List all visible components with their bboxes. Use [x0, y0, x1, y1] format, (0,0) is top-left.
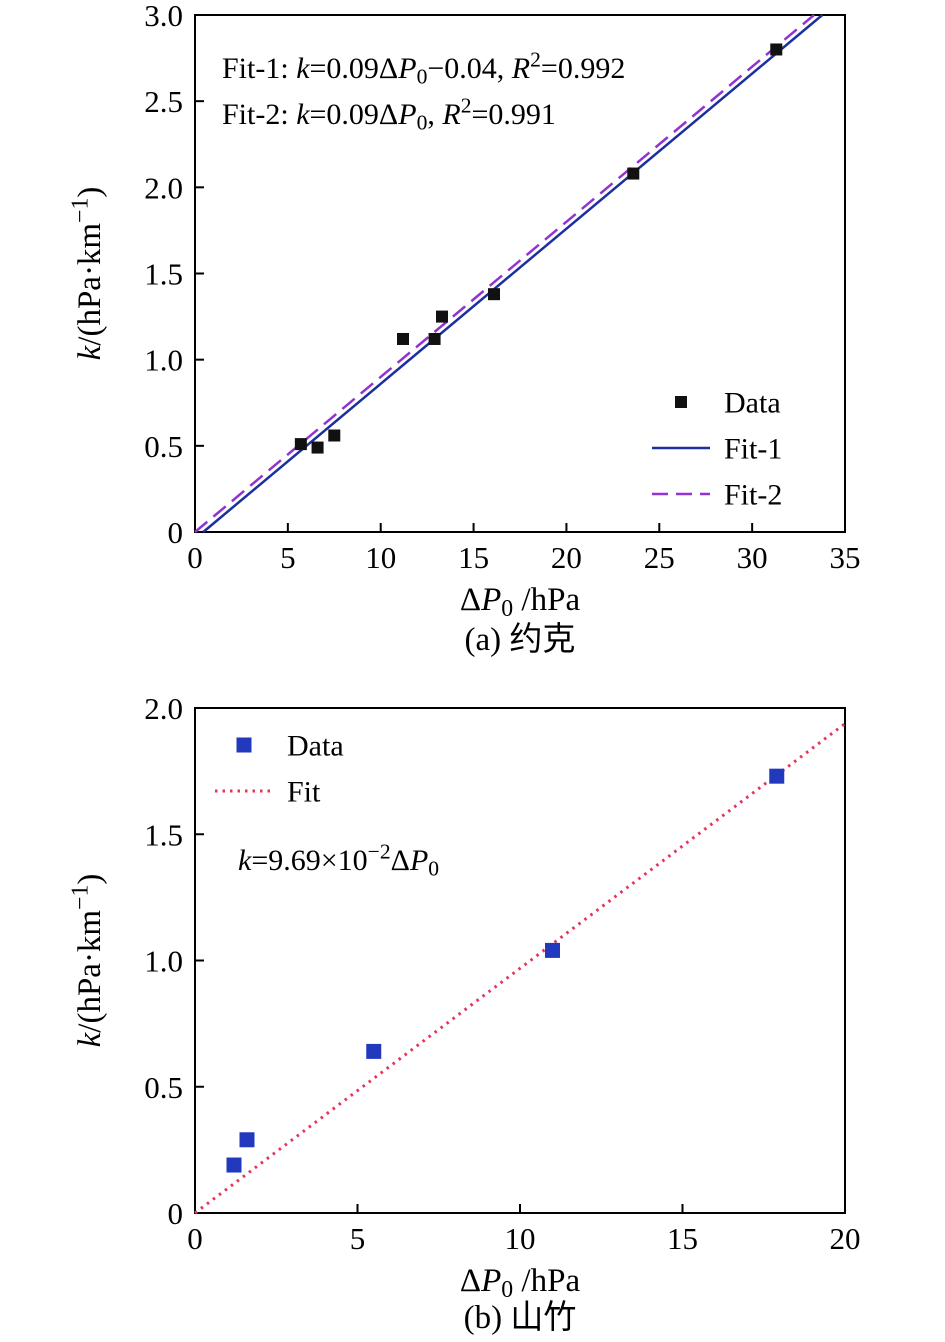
- x-axis-label: ΔP0 /hPa: [460, 1263, 581, 1303]
- data-point: [545, 942, 560, 958]
- fit-line-fit-2: [194, 14, 815, 533]
- chart-b-caption: (b) 山竹: [464, 1299, 577, 1336]
- x-tick-label: 20: [551, 540, 582, 575]
- legend-marker-data: [675, 396, 687, 408]
- legend-label-fit-1: Fit-1: [724, 433, 782, 466]
- x-tick-label: 25: [644, 540, 675, 575]
- annotation: k=9.69×10−2ΔP0: [238, 840, 439, 881]
- x-tick-label: 5: [280, 540, 296, 575]
- x-axis-label: ΔP0 /hPa: [460, 582, 581, 622]
- data-point: [239, 1132, 255, 1148]
- chart-a: 0 5 10 15 20 25 30 35 0 0.5 1.0 1.5 2.0 2.5 3.0 Data Fit…: [67, 0, 860, 658]
- y-axis-label: k/(hPa·km−1): [67, 874, 108, 1048]
- data-point: [226, 1157, 242, 1173]
- data-point: [488, 288, 500, 301]
- data-point: [627, 167, 640, 180]
- y-tick-label: 0.5: [144, 1070, 183, 1105]
- y-tick-label: 0: [168, 1196, 184, 1231]
- y-axis-label: k/(hPa·km−1): [67, 187, 108, 361]
- x-tick-label: 20: [830, 1221, 861, 1256]
- data-point: [769, 768, 785, 784]
- y-tick-label: 2.0: [144, 170, 183, 205]
- y-tick-label: 3.0: [144, 0, 183, 33]
- chart-a-plot: 0 5 10 15 20 25 30 35 0 0.5 1.0 1.5 2.0 2.5 3.0 Data Fit…: [67, 0, 860, 622]
- x-tick-label: 35: [830, 540, 861, 575]
- chart-b: 0 5 10 15 20 0 0.5 1.0 1.5 2.0 Data Fit k=9.69×10−2Δ…: [67, 691, 860, 1336]
- chart-b-plot: 0 5 10 15 20 0 0.5 1.0 1.5 2.0 Data Fit k=9.69×10−2Δ…: [67, 691, 860, 1303]
- y-tick-label: 1.0: [144, 944, 183, 979]
- legend-label-fit: Fit: [287, 776, 321, 809]
- legend-marker-data: [236, 737, 252, 753]
- legend-label-data: Data: [287, 730, 344, 763]
- x-tick-label: 15: [458, 540, 489, 575]
- data-point: [366, 1043, 382, 1059]
- y-tick-label: 2.5: [144, 84, 183, 119]
- legend-label-data: Data: [724, 387, 781, 420]
- x-tick-label: 10: [365, 540, 396, 575]
- x-tick-label: 5: [350, 1221, 366, 1256]
- data-point: [294, 438, 307, 451]
- x-tick-label: 15: [667, 1221, 698, 1256]
- data-point: [770, 43, 783, 56]
- fit-line-fit: [194, 722, 846, 1215]
- annotation: Fit-1: k=0.09ΔP0−0.04, R2=0.992: [222, 48, 625, 89]
- data-point: [397, 332, 409, 345]
- x-tick-label: 0: [187, 540, 203, 575]
- x-tick-label: 30: [737, 540, 768, 575]
- y-tick-label: 0: [168, 515, 184, 550]
- y-tick-label: 1.5: [144, 257, 183, 292]
- data-point: [328, 429, 341, 442]
- y-tick-label: 0.5: [144, 429, 183, 464]
- x-tick-label: 0: [187, 1221, 203, 1256]
- y-tick-label: 1.0: [144, 343, 183, 378]
- data-point: [428, 332, 441, 345]
- annotation: Fit-2: k=0.09ΔP0, R2=0.991: [222, 94, 556, 135]
- y-tick-label: 1.5: [144, 817, 183, 852]
- chart-a-caption: (a) 约克: [465, 621, 576, 658]
- legend-label-fit-2: Fit-2: [724, 479, 782, 512]
- data-point: [311, 441, 324, 454]
- y-tick-label: 2.0: [144, 691, 183, 726]
- x-tick-label: 10: [505, 1221, 536, 1256]
- data-point: [436, 310, 448, 323]
